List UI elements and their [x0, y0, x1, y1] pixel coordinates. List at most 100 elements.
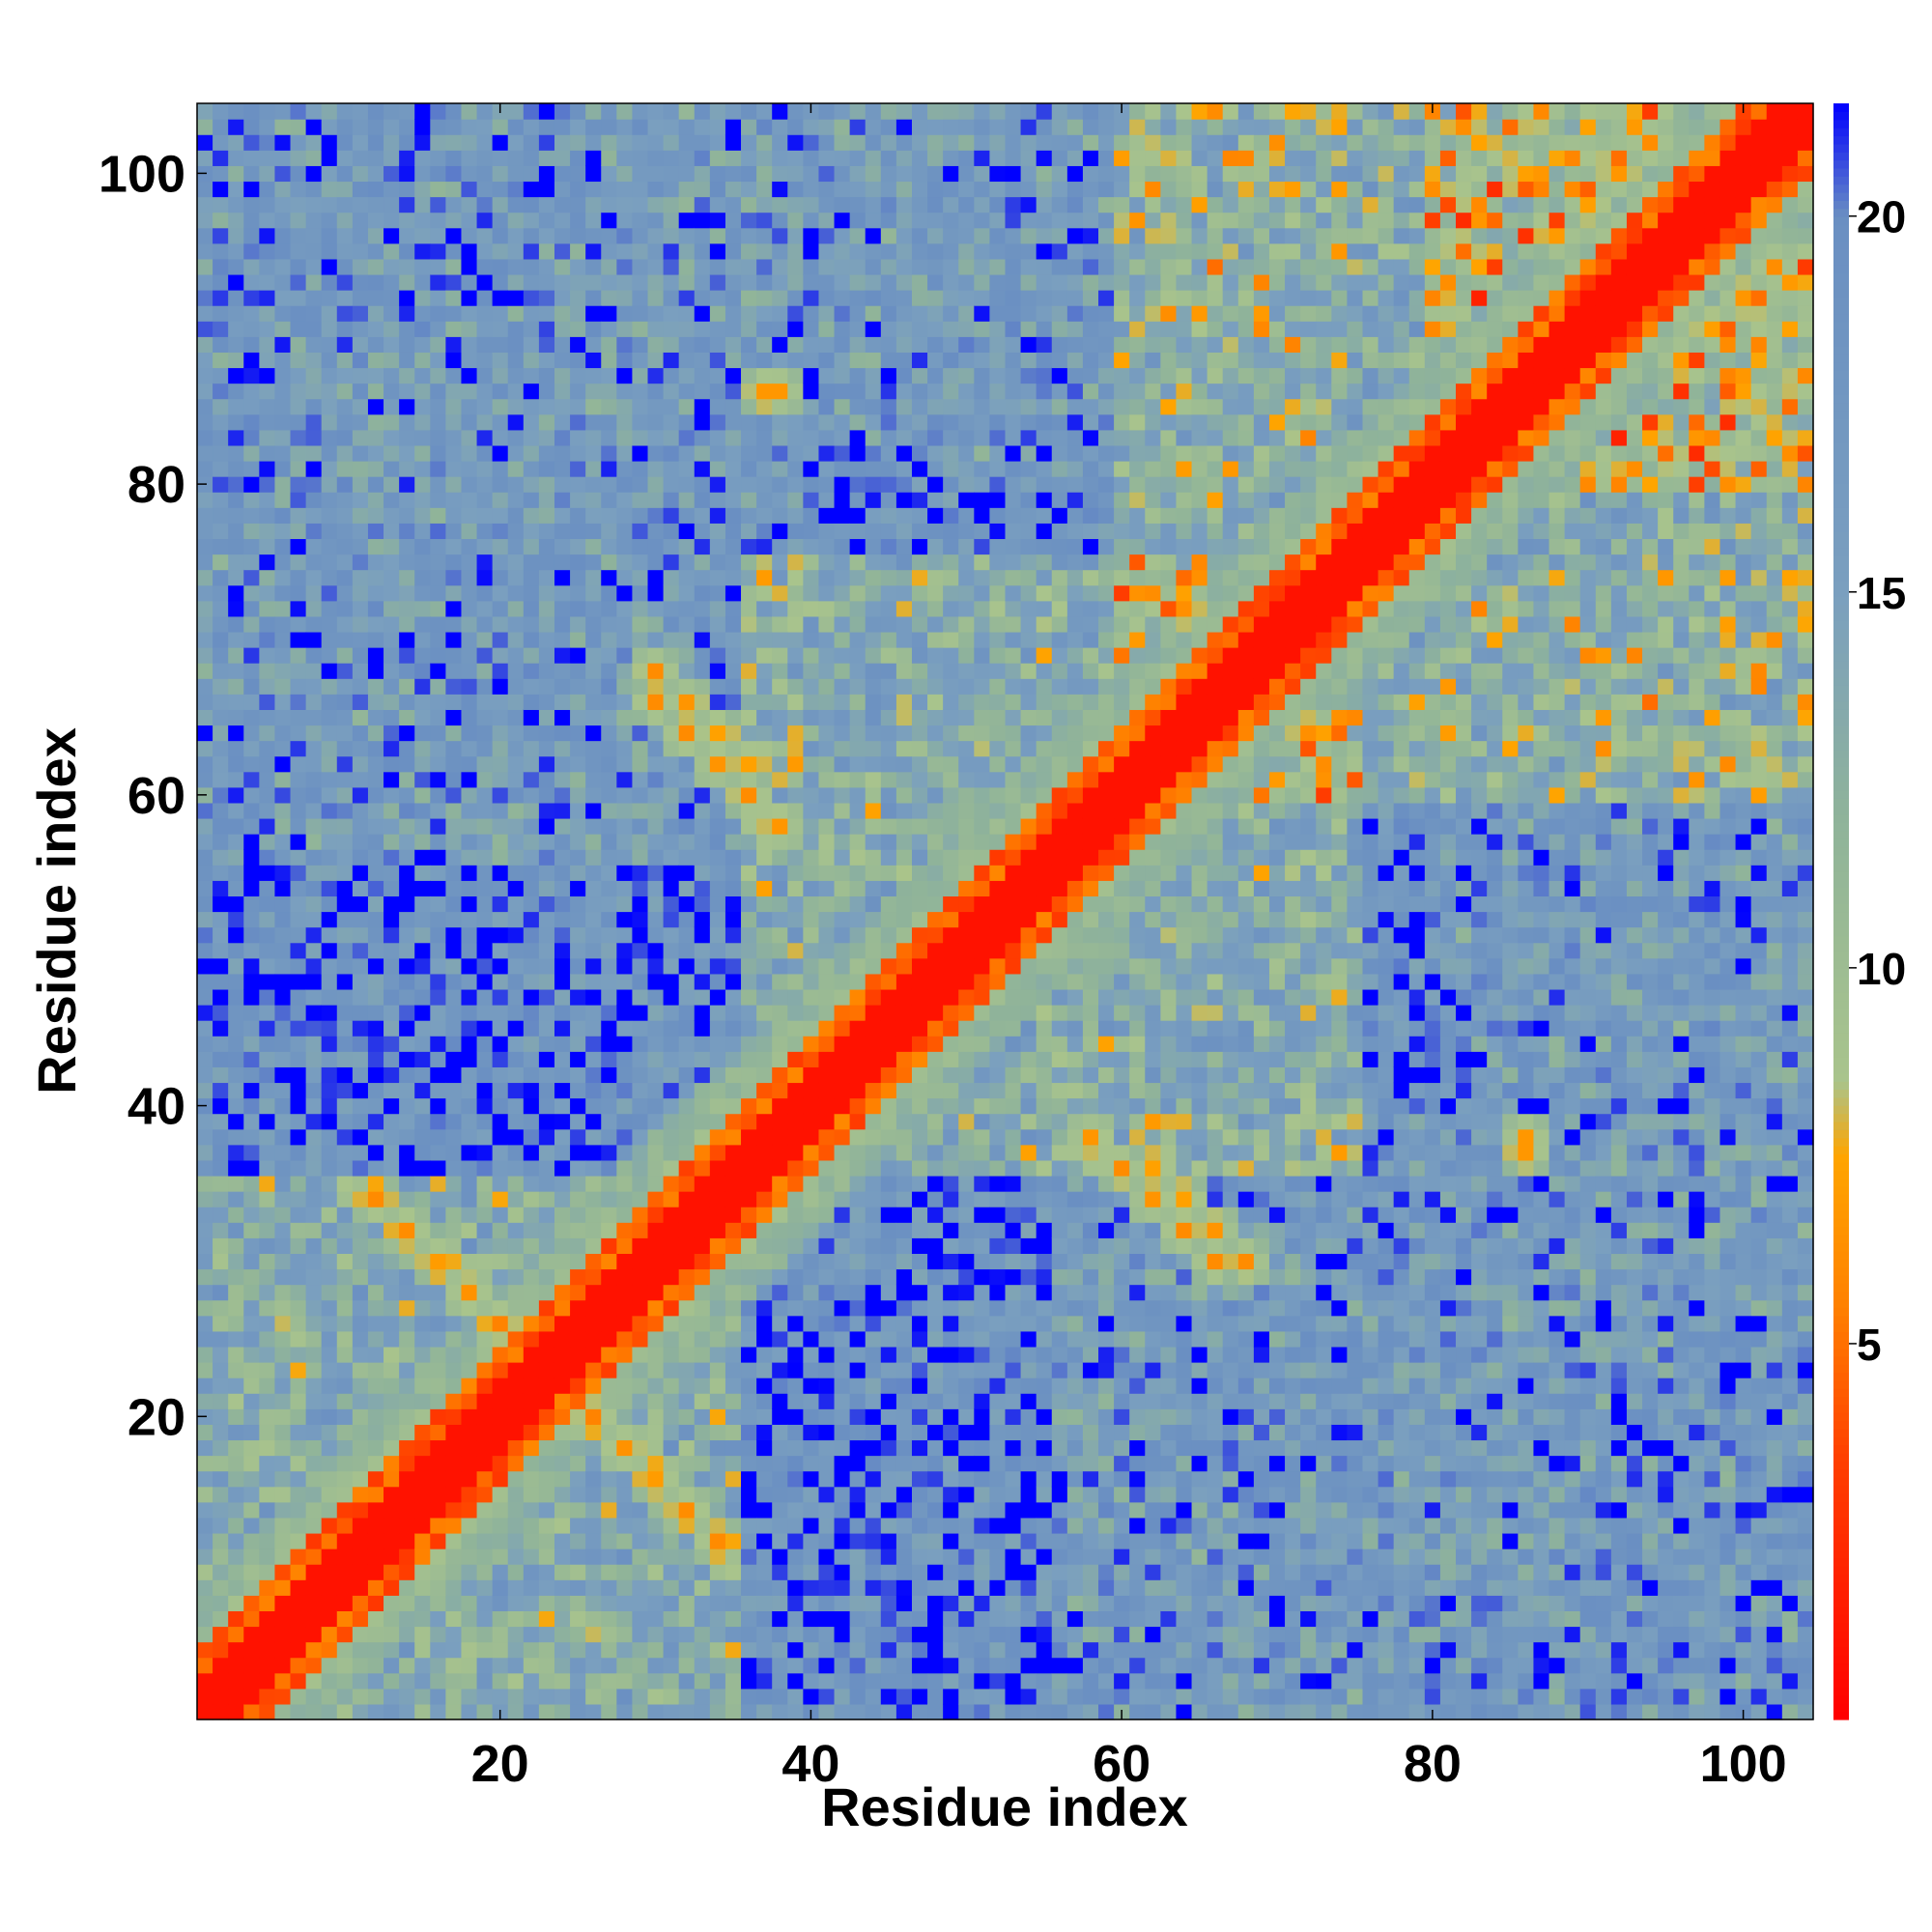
heatmap-cell — [197, 647, 213, 664]
heatmap-cell — [305, 926, 323, 944]
heatmap-cell — [274, 709, 292, 726]
heatmap-cell — [259, 1517, 276, 1534]
heatmap-cell — [336, 615, 354, 633]
heatmap-cell — [414, 476, 431, 493]
heatmap-cell — [756, 398, 773, 415]
heatmap-cell — [445, 942, 463, 959]
heatmap-cell — [772, 1159, 788, 1177]
heatmap-cell — [927, 181, 944, 198]
heatmap-cell — [849, 538, 867, 555]
heatmap-cell — [895, 1424, 913, 1441]
heatmap-cell — [678, 663, 696, 679]
heatmap-cell — [399, 880, 415, 897]
heatmap-cell — [321, 1128, 338, 1146]
heatmap-cell — [554, 1641, 571, 1659]
heatmap-cell — [616, 1378, 634, 1394]
heatmap-cell — [865, 1378, 882, 1394]
heatmap-cell — [461, 647, 478, 664]
heatmap-cell — [632, 1036, 649, 1052]
heatmap-cell — [213, 1393, 229, 1409]
heatmap-cell — [554, 1207, 571, 1223]
heatmap-cell — [384, 973, 400, 990]
heatmap-cell — [741, 1564, 757, 1580]
heatmap-cell — [445, 1548, 463, 1565]
heatmap-cell — [274, 103, 292, 120]
heatmap-cell — [787, 1175, 804, 1192]
heatmap-cell — [772, 476, 788, 493]
heatmap-cell — [849, 1237, 867, 1255]
heatmap-cell — [243, 429, 260, 446]
heatmap-cell — [197, 1036, 213, 1052]
heatmap-cell — [632, 1051, 649, 1067]
heatmap-cell — [787, 523, 804, 540]
heatmap-cell — [430, 321, 446, 337]
heatmap-cell — [616, 290, 634, 306]
heatmap-cell — [663, 647, 680, 664]
heatmap-cell — [507, 1346, 525, 1363]
heatmap-cell — [538, 1175, 555, 1192]
heatmap-cell — [911, 615, 928, 633]
heatmap-cell — [927, 600, 944, 617]
heatmap-cell — [570, 1486, 586, 1503]
heatmap-cell — [274, 1066, 292, 1084]
heatmap-cell — [259, 569, 276, 586]
heatmap-cell — [772, 1517, 788, 1534]
heatmap-cell — [274, 352, 292, 369]
heatmap-cell — [724, 615, 742, 633]
heatmap-cell — [880, 926, 897, 944]
heatmap-cell — [445, 290, 463, 306]
heatmap-cell — [709, 1237, 726, 1255]
heatmap-cell — [367, 507, 384, 524]
heatmap-cell — [384, 538, 400, 555]
heatmap-cell — [305, 1439, 323, 1457]
heatmap-cell — [538, 1159, 555, 1177]
heatmap-cell — [880, 849, 897, 866]
heatmap-cell — [880, 1688, 897, 1705]
heatmap-cell — [585, 942, 602, 959]
heatmap-cell — [585, 134, 602, 151]
heatmap-cell — [414, 227, 431, 244]
heatmap-cell — [601, 817, 617, 835]
heatmap-cell — [787, 1532, 804, 1549]
heatmap-cell — [756, 1253, 773, 1270]
heatmap-cell — [445, 413, 463, 431]
heatmap-cell — [585, 802, 602, 819]
heatmap-cell — [849, 444, 867, 462]
heatmap-cell — [414, 1005, 431, 1021]
heatmap-cell — [880, 290, 897, 306]
heatmap-cell — [803, 523, 820, 540]
heatmap-cell — [849, 663, 867, 679]
heatmap-cell — [911, 895, 928, 913]
heatmap-cell — [694, 1330, 711, 1348]
heatmap-cell — [538, 802, 555, 819]
heatmap-cell — [445, 1268, 463, 1286]
heatmap-cell — [865, 1672, 882, 1690]
heatmap-cell — [352, 413, 369, 431]
heatmap-cell — [694, 849, 711, 866]
heatmap-cell — [197, 1455, 213, 1472]
heatmap-cell — [724, 429, 742, 446]
heatmap-cell — [663, 367, 680, 384]
heatmap-cell — [414, 1393, 431, 1409]
heatmap-cell — [632, 647, 649, 664]
heatmap-cell — [523, 755, 540, 773]
heatmap-cell — [927, 973, 944, 990]
heatmap-cell — [492, 1610, 509, 1628]
heatmap-cell — [461, 507, 478, 524]
heatmap-cell — [352, 1330, 369, 1348]
heatmap-cell — [756, 1128, 773, 1146]
heatmap-cell — [787, 1207, 804, 1223]
heatmap-cell — [554, 880, 571, 897]
heatmap-cell — [507, 492, 525, 508]
heatmap-cell — [927, 165, 944, 183]
heatmap-cell — [336, 988, 354, 1006]
heatmap-cell — [243, 1688, 260, 1705]
heatmap-cell — [274, 615, 292, 633]
heatmap-cell — [384, 817, 400, 835]
heatmap-cell — [911, 460, 928, 477]
heatmap-cell — [523, 1641, 540, 1659]
heatmap-cell — [228, 1036, 244, 1052]
heatmap-cell — [694, 834, 711, 850]
heatmap-cell — [709, 1548, 726, 1565]
heatmap-cell — [274, 336, 292, 353]
